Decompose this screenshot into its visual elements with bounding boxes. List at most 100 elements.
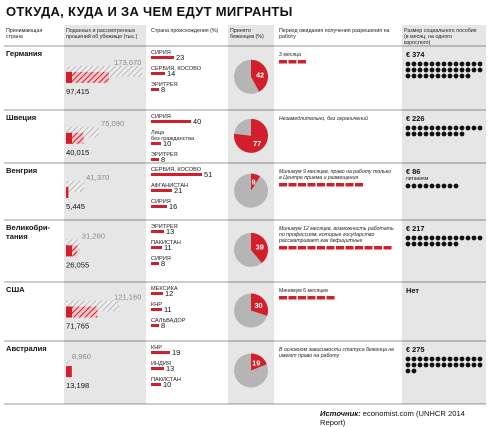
- benefit-dot: [459, 131, 465, 137]
- origin-name: СЕРБИЯ, КОСОВО: [151, 66, 202, 72]
- considered-value: 97,415: [66, 87, 89, 96]
- benefit-dot: [453, 241, 459, 247]
- benefit-dot: [459, 125, 465, 131]
- submitted-value: 75,090: [101, 119, 124, 128]
- country-row: Венгрия 41,370 5,445 СЕРБИЯ, КОСОВО 51 АФГАНИ…: [4, 162, 486, 211]
- benefit-dot: [429, 131, 435, 137]
- benefit-dot: [453, 235, 459, 241]
- benefit-dot: [441, 183, 447, 189]
- origin-pct: 19: [172, 348, 180, 357]
- benefit-dot: [459, 61, 465, 67]
- benefit-dot: [429, 183, 435, 189]
- benefit-dot: [459, 67, 465, 73]
- considered-bar-solid: [66, 366, 72, 378]
- source-text: economist.com (UNHCR 2014 Report): [320, 409, 465, 427]
- origin-pct: 12: [165, 289, 173, 298]
- benefit-dot: [423, 362, 429, 368]
- submitted-value: 8,960: [72, 352, 91, 361]
- origin-pct: 8: [161, 85, 165, 94]
- header-applications: Поданных и рассмотренных: [66, 28, 136, 34]
- benefit-dot: [441, 73, 447, 79]
- benefit-dot: [465, 61, 471, 67]
- wait-month-block: [326, 246, 335, 250]
- benefit-dot: [405, 235, 411, 241]
- country-name: Австралия: [6, 344, 47, 353]
- benefit-dot: [411, 241, 417, 247]
- origin-bar: [151, 56, 174, 59]
- country-name: Великобри-: [6, 223, 51, 232]
- benefit-dot: [405, 125, 411, 131]
- wait-text: имеют право на работу: [279, 353, 339, 359]
- benefit-dot: [435, 131, 441, 137]
- origin-pct: 8: [161, 155, 165, 164]
- benefit-dot: [447, 131, 453, 137]
- benefit-dot: [405, 362, 411, 368]
- wait-month-block: [345, 246, 354, 250]
- benefit-dot: [435, 61, 441, 67]
- header-benefit: взрослого): [404, 40, 431, 46]
- accepted-pie-slice: [251, 293, 268, 316]
- header-wait: Период ожидания получения разрешения на: [279, 28, 390, 34]
- wait-text: Минимум 9 месяцев, право на работу тольк…: [279, 169, 391, 175]
- benefit-dot: [411, 61, 417, 67]
- benefit-dot: [405, 131, 411, 137]
- benefit-dot: [405, 368, 411, 374]
- origin-name: без гражданства: [151, 136, 195, 142]
- considered-value: 5,445: [66, 202, 85, 211]
- origin-name: СЕРБИЯ, КОСОВО: [151, 167, 202, 173]
- benefit-dot: [435, 235, 441, 241]
- header-wait: работу: [279, 34, 296, 40]
- wait-month-block: [298, 183, 306, 187]
- benefit-dot: [477, 356, 483, 362]
- benefit-dot: [447, 73, 453, 79]
- origin-pct: 8: [161, 259, 165, 268]
- considered-value: 71,765: [66, 322, 89, 331]
- origin-name: СИРИЯ: [151, 50, 171, 56]
- considered-bar: [66, 306, 98, 318]
- benefit-dot: [435, 67, 441, 73]
- accepted-pie-slice: [251, 232, 269, 263]
- origin-name: СИРИЯ: [151, 199, 171, 205]
- benefit-dot: [453, 61, 459, 67]
- considered-bar-solid: [66, 71, 72, 83]
- benefit-dot: [453, 73, 459, 79]
- accepted-pct: 9: [252, 178, 256, 187]
- origin-bar: [151, 158, 159, 161]
- origin-pct: 21: [174, 186, 182, 195]
- accepted-pct: 77: [253, 139, 261, 148]
- benefit-dot: [453, 356, 459, 362]
- submitted-bar: [66, 300, 120, 312]
- benefit-dot: [429, 241, 435, 247]
- considered-bar: [66, 132, 84, 144]
- benefit-value: € 275: [406, 345, 425, 354]
- origin-pct: 40: [193, 117, 201, 126]
- benefit-dot: [429, 67, 435, 73]
- benefit-dot: [453, 362, 459, 368]
- benefit-dot: [453, 125, 459, 131]
- benefit-dot: [471, 235, 477, 241]
- origin-pct: 13: [166, 364, 174, 373]
- benefit-dot: [423, 131, 429, 137]
- wait-text: рассматривает как дефицитные: [278, 238, 362, 244]
- header-applications: прошений об убежище (тыс.): [66, 33, 138, 40]
- benefit-dot: [471, 125, 477, 131]
- benefit-dot: [405, 73, 411, 79]
- country-name: Швеция: [6, 113, 36, 122]
- benefit-dot: [405, 183, 411, 189]
- benefit-dot: [417, 241, 423, 247]
- considered-bar: [66, 71, 109, 83]
- benefit-dot: [423, 241, 429, 247]
- considered-value: 40,015: [66, 148, 89, 157]
- benefit-dot: [447, 125, 453, 131]
- benefit-dot: [429, 235, 435, 241]
- accepted-pie-slice: [251, 353, 267, 371]
- wait-month-block: [355, 183, 363, 187]
- benefit-dot: [435, 125, 441, 131]
- origin-name: ИНДИЯ: [151, 361, 171, 367]
- accepted-pct: 39: [256, 243, 264, 252]
- source-label: Источник:: [320, 409, 361, 418]
- benefit-dot: [435, 241, 441, 247]
- source-note: Источник: economist.com (UNHCR 2014 Repo…: [320, 409, 490, 427]
- benefit-dot: [471, 356, 477, 362]
